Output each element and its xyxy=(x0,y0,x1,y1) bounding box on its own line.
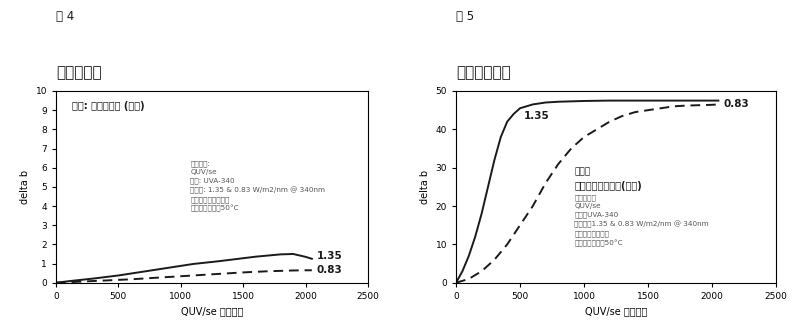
Text: 材料: 丙烯酸薄片 (透明): 材料: 丙烯酸薄片 (透明) xyxy=(72,101,144,111)
Text: 1.35: 1.35 xyxy=(317,251,342,261)
X-axis label: QUV/se 暴露时间: QUV/se 暴露时间 xyxy=(181,306,243,316)
X-axis label: QUV/se 暴露时间: QUV/se 暴露时间 xyxy=(585,306,647,316)
Text: 1.35: 1.35 xyxy=(524,111,550,121)
Text: 0.83: 0.83 xyxy=(317,265,342,275)
Text: 图 5: 图 5 xyxy=(456,10,474,23)
Text: 丙烯酸黄变: 丙烯酸黄变 xyxy=(56,65,102,80)
Text: 测试条件:
QUV/se
光源: UVA-340
辐照度: 1.35 & 0.83 W/m2/nm @ 340nm
循环：仅有紫外循环
温度：黑板温度50°C: 测试条件: QUV/se 光源: UVA-340 辐照度: 1.35 & 0.8… xyxy=(190,160,325,213)
Text: 聚苯乙烯黄变: 聚苯乙烯黄变 xyxy=(456,65,510,80)
Text: 测试条件：
QUV/se
光源：UVA-340
辐照度：1.35 & 0.83 W/m2/nm @ 340nm
循环：仅紫外光照
温度：黑板温度50°C: 测试条件： QUV/se 光源：UVA-340 辐照度：1.35 & 0.83 … xyxy=(574,195,709,247)
Y-axis label: delta b: delta b xyxy=(20,170,30,204)
Y-axis label: delta b: delta b xyxy=(420,170,430,204)
Text: 0.83: 0.83 xyxy=(723,99,750,110)
Text: 材料：: 材料： xyxy=(574,168,590,177)
Text: 聚苯乙烯参照材料(透明): 聚苯乙烯参照材料(透明) xyxy=(574,181,642,191)
Text: 图 4: 图 4 xyxy=(56,10,74,23)
